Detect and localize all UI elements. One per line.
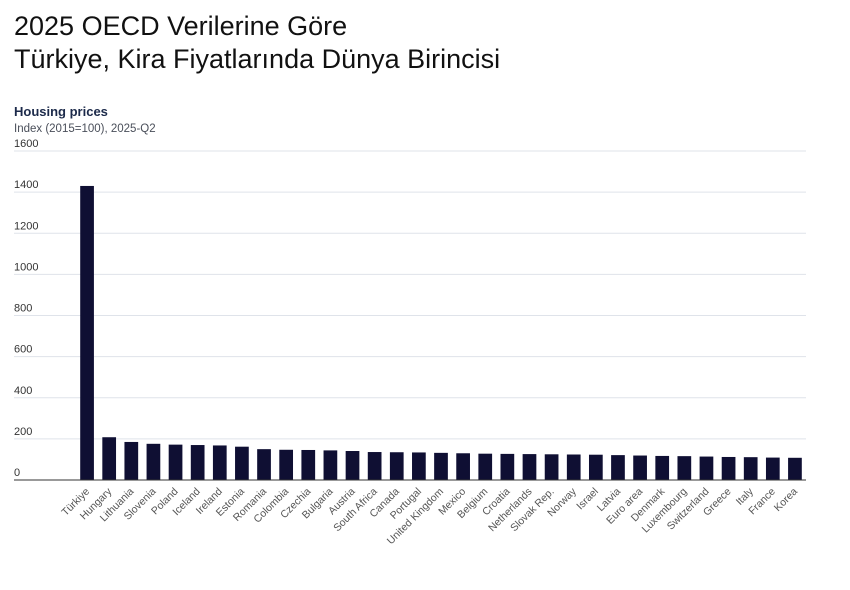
bar-ireland (212, 445, 227, 480)
bar-hungary (102, 437, 117, 480)
bar-france (765, 457, 780, 480)
bar-croatia (500, 453, 515, 480)
bar-lithuania (124, 441, 139, 480)
y-tick-label: 400 (14, 385, 32, 397)
y-tick-label: 1000 (14, 261, 38, 273)
bar-euro-area (633, 455, 647, 480)
bar-poland (168, 444, 183, 480)
bar-iceland (190, 445, 205, 480)
y-tick-label: 600 (14, 344, 32, 356)
bar-slovak-rep- (544, 454, 559, 480)
bar-luxembourg (677, 456, 692, 480)
bar-italy (743, 457, 758, 480)
bar-bulgaria (323, 450, 338, 480)
bars (80, 185, 802, 481)
bar-latvia (611, 455, 625, 480)
bar-denmark (655, 455, 670, 480)
bar-belgium (478, 453, 493, 480)
bar-greece (721, 456, 736, 480)
bar-austria (345, 451, 360, 480)
bar-romania (257, 449, 271, 480)
bar-slovenia (146, 443, 161, 480)
grid-lines (14, 150, 806, 440)
chart-title: Housing prices (14, 104, 108, 119)
bar-czechia (301, 449, 316, 480)
bar-norway (566, 454, 581, 480)
y-tick-label: 0 (14, 467, 20, 479)
bar-canada (389, 452, 404, 480)
x-axis-label: Korea (772, 486, 800, 514)
y-tick-label: 1200 (14, 220, 38, 232)
y-tick-label: 200 (14, 426, 32, 438)
bar-israel (588, 454, 603, 480)
y-tick-label: 1400 (14, 179, 38, 191)
y-axis-ticks: 0 200 400 600 800 1000 1200 1400 1600 (14, 138, 38, 479)
x-axis-labels: TürkiyeHungaryLithuaniaSloveniaPolandIce… (59, 485, 800, 547)
bar-switzerland (699, 456, 714, 480)
bar-united-kingdom (434, 452, 448, 480)
y-tick-label: 800 (14, 303, 32, 315)
bar-netherlands (522, 454, 537, 480)
bar-south-africa (367, 452, 382, 480)
bar-colombia (279, 449, 294, 480)
bar-türkiye (80, 185, 94, 481)
bar-korea (788, 457, 802, 480)
bar-estonia (235, 446, 249, 480)
chart-subtitle: Index (2015=100), 2025-Q2 (14, 123, 156, 135)
headline-line-2: Türkiye, Kira Fiyatlarında Dünya Birinci… (14, 44, 501, 74)
bar-portugal (412, 452, 426, 480)
headline-line-1: 2025 OECD Verilerine Göre (14, 11, 348, 41)
headline: 2025 OECD Verilerine Göre Türkiye, Kira … (14, 10, 500, 76)
y-tick-label: 1600 (14, 138, 38, 150)
bar-mexico (456, 453, 470, 480)
